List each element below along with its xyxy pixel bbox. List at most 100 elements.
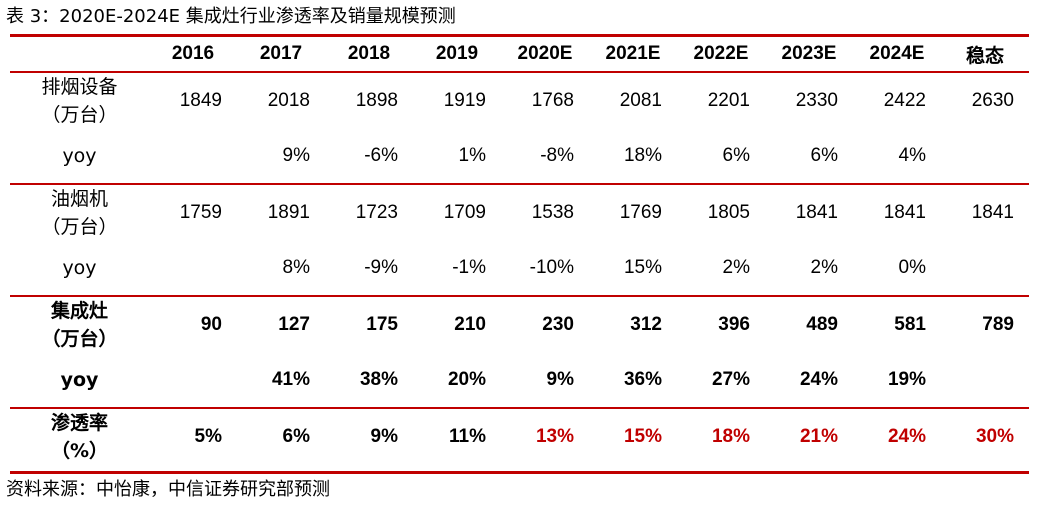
table-cell: 9% — [501, 353, 589, 409]
table-cell: 18% — [589, 129, 677, 185]
table-cell — [941, 129, 1029, 185]
table-cell: 4% — [853, 129, 941, 185]
table-cell: 1769 — [619, 202, 662, 223]
table-cell: 41% — [237, 353, 325, 409]
table-cell: 1538 — [531, 202, 574, 223]
table-cell: 0% — [853, 241, 941, 297]
table-cell-forecast: 24% — [887, 426, 926, 447]
table-cell — [941, 241, 1029, 297]
table-cell: 581 — [894, 314, 926, 335]
table-cell: 2% — [677, 241, 765, 297]
table-cell: 1898 — [355, 90, 398, 111]
table-cell: 38% — [325, 353, 413, 409]
table-cell: 1723 — [355, 202, 398, 223]
row-label: 油烟机 （万台） — [10, 184, 149, 241]
table-cell: 1891 — [267, 202, 310, 223]
table-cell: 19% — [853, 353, 941, 409]
table-row: 渗透率 （%） 5% 6% 9% 11% 13% 15% 18% 21% 24% … — [10, 408, 1029, 465]
table-cell: 2081 — [619, 90, 662, 111]
table-cell: 1709 — [443, 202, 486, 223]
row-label-line: （万台） — [41, 328, 118, 350]
table-cell — [941, 353, 1029, 409]
table-cell — [149, 241, 237, 297]
table-cell: 2422 — [883, 90, 926, 111]
table-cell: 1841 — [971, 202, 1014, 223]
header-cell: 2017 — [237, 37, 325, 73]
header-row: 2016 2017 2018 2019 2020E 2021E 2022E 20… — [10, 37, 1029, 73]
table-row: yoy 41% 38% 20% 9% 36% 27% 24% 19% — [10, 353, 1029, 409]
table-cell: 9% — [237, 129, 325, 185]
table-title: 表 3：2020E-2024E 集成灶行业渗透率及销量规模预测 — [6, 6, 456, 27]
row-label-line: （%） — [50, 440, 109, 462]
table-cell-forecast: 21% — [799, 426, 838, 447]
table-cell: 230 — [542, 314, 574, 335]
table-row: yoy 9% -6% 1% -8% 18% 6% 6% 4% — [10, 129, 1029, 185]
source-note: 资料来源：中怡康，中信证券研究部预测 — [6, 479, 330, 500]
table-cell: 1841 — [795, 202, 838, 223]
header-cell: 2016 — [149, 37, 237, 73]
table-cell: -1% — [413, 241, 501, 297]
table-cell: 396 — [718, 314, 750, 335]
table-cell: 127 — [278, 314, 310, 335]
table-cell: 11% — [449, 426, 486, 447]
table-cell: 210 — [454, 314, 486, 335]
header-cell: 2020E — [501, 37, 589, 73]
bottom-rule — [10, 471, 1029, 474]
table-cell — [149, 353, 237, 409]
row-label-line: yoy — [62, 257, 97, 279]
row-label-line: 渗透率 — [50, 412, 108, 434]
row-label-line: 油烟机 — [50, 188, 108, 210]
table-cell: 9% — [370, 426, 398, 447]
table-cell: -8% — [501, 129, 589, 185]
table-cell: -10% — [501, 241, 589, 297]
header-cell: 2018 — [325, 37, 413, 73]
table-cell: 20% — [413, 353, 501, 409]
table-cell: 2% — [765, 241, 853, 297]
table-cell: 1849 — [179, 90, 222, 111]
table-cell-forecast: 13% — [535, 426, 574, 447]
row-label-line: yoy — [60, 369, 99, 391]
table-row: 排烟设备 （万台） 1849 2018 1898 1919 1768 2081 2… — [10, 72, 1029, 129]
table-cell: 6% — [282, 426, 310, 447]
table-cell: 312 — [630, 314, 662, 335]
table-cell: 2630 — [971, 90, 1014, 111]
row-label-line: （万台） — [41, 104, 118, 126]
table-cell: 1841 — [883, 202, 926, 223]
table-cell: 2201 — [707, 90, 750, 111]
header-cell: 2022E — [677, 37, 765, 73]
header-cell: 稳态 — [941, 37, 1029, 73]
table-cell: 2330 — [795, 90, 838, 111]
table-cell-forecast: 30% — [975, 426, 1014, 447]
table-cell: 489 — [806, 314, 838, 335]
table-row: 集成灶 （万台） 90 127 175 210 230 312 396 489 5… — [10, 296, 1029, 353]
header-cell: 2019 — [413, 37, 501, 73]
table-row: yoy 8% -9% -1% -10% 15% 2% 2% 0% — [10, 241, 1029, 297]
table-cell: 15% — [589, 241, 677, 297]
row-label: yoy — [10, 353, 149, 409]
forecast-table: 2016 2017 2018 2019 2020E 2021E 2022E 20… — [10, 37, 1029, 465]
table-cell: 2018 — [267, 90, 310, 111]
top-rule — [10, 34, 1029, 37]
table-cell: 1768 — [531, 90, 574, 111]
row-label-line: yoy — [62, 145, 97, 167]
table-cell: 1919 — [443, 90, 486, 111]
row-label-line: （万台） — [41, 216, 118, 238]
table-cell: 1% — [413, 129, 501, 185]
header-cell: 2023E — [765, 37, 853, 73]
row-label-line: 集成灶 — [50, 300, 108, 322]
table-cell: -6% — [325, 129, 413, 185]
table-cell: 24% — [765, 353, 853, 409]
table-cell: 1759 — [179, 202, 222, 223]
table-cell: 175 — [366, 314, 398, 335]
header-cell-empty — [10, 37, 149, 73]
table-cell: 90 — [200, 314, 222, 335]
table-cell-forecast: 18% — [711, 426, 750, 447]
header-cell: 2021E — [589, 37, 677, 73]
table-cell: 8% — [237, 241, 325, 297]
table-cell: 1805 — [707, 202, 750, 223]
table-row: 油烟机 （万台） 1759 1891 1723 1709 1538 1769 18… — [10, 184, 1029, 241]
table-cell — [149, 129, 237, 185]
header-cell: 2024E — [853, 37, 941, 73]
row-label: yoy — [10, 129, 149, 185]
table-cell: 6% — [677, 129, 765, 185]
